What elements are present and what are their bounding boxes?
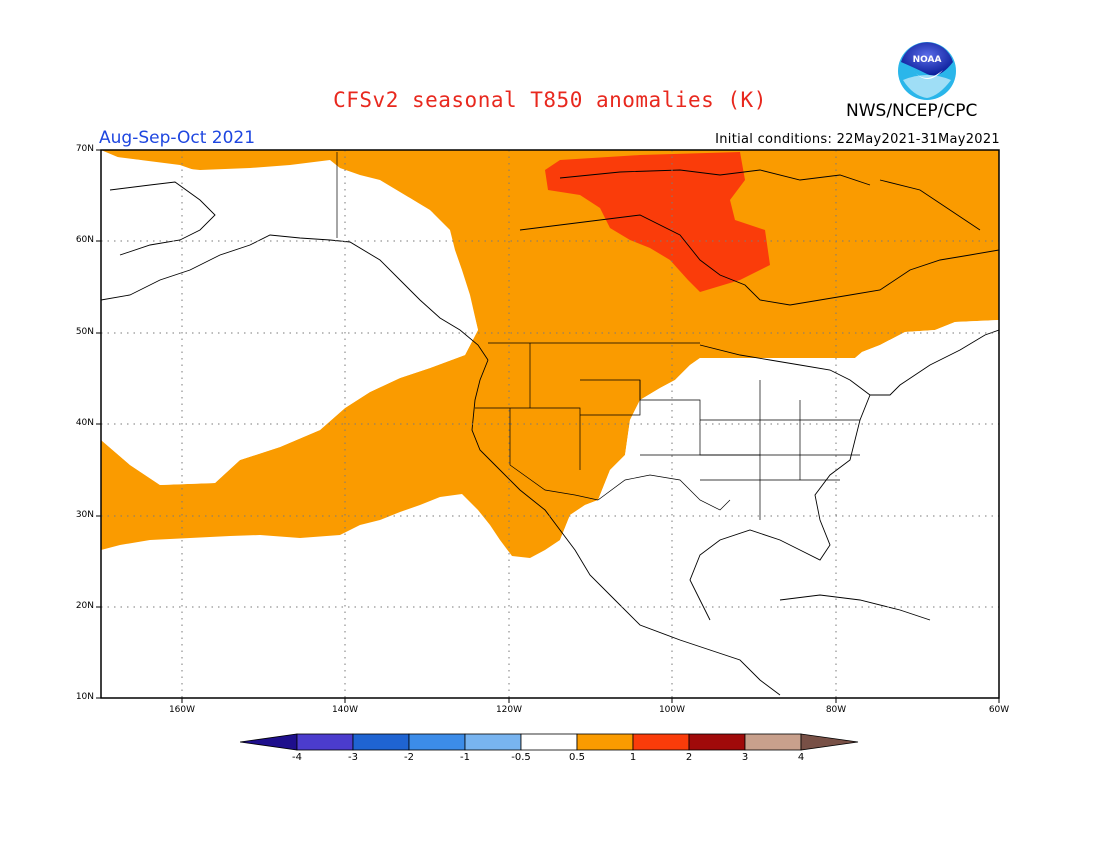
season-label: Aug-Sep-Oct 2021 [99,128,256,148]
coastlines [101,169,999,696]
colorbar-segment [520,733,578,751]
colorbar-label: 0.5 [569,752,585,763]
lon-label: 140W [331,705,359,715]
noaa-logo: NOAA [898,42,956,100]
lon-label: 160W [168,705,196,715]
agency-label: NWS/NCEP/CPC [846,101,978,121]
colorbar-label: -3 [348,752,358,763]
lat-lon-grid [101,150,999,698]
colorbar-label: 2 [685,752,693,763]
logo-text: NOAA [913,55,942,65]
colorbar-arrow-high [800,733,859,751]
colorbar-label: -2 [404,752,414,763]
anomaly-region-orange [101,150,999,558]
colorbar-label: 3 [741,752,749,763]
map-title: CFSv2 seasonal T850 anomalies (K) [333,88,767,112]
lat-label: 20N [75,601,94,611]
colorbar-segment [464,733,522,751]
lat-label: 10N [75,692,94,702]
colorbar-label: -4 [292,752,302,763]
colorbar-segment [744,733,802,751]
lon-label: 80W [825,705,847,715]
colorbar-segment [576,733,634,751]
initial-conditions-label: Initial conditions: 22May2021-31May2021 [715,132,1000,147]
lat-label: 30N [75,510,94,520]
lat-label: 50N [75,327,94,337]
anomaly-region-red [545,152,770,292]
colorbar-label: 4 [797,752,805,763]
lon-label: 60W [988,705,1010,715]
lat-label: 70N [75,144,94,154]
colorbar-segment [408,733,466,751]
colorbar-segment [296,733,354,751]
colorbar-segment [352,733,410,751]
colorbar-segment [688,733,746,751]
colorbar-label: 1 [629,752,637,763]
axis-ticks [96,149,1000,703]
lat-label: 60N [75,235,94,245]
colorbar-segment [632,733,690,751]
colorbar-label: -0.5 [511,752,531,763]
lat-label: 40N [75,418,94,428]
political-borders [336,152,860,520]
colorbar-label: -1 [460,752,470,763]
colorbar [240,733,859,751]
colorbar-arrow-low [240,733,298,751]
lon-label: 120W [495,705,523,715]
lon-label: 100W [658,705,686,715]
